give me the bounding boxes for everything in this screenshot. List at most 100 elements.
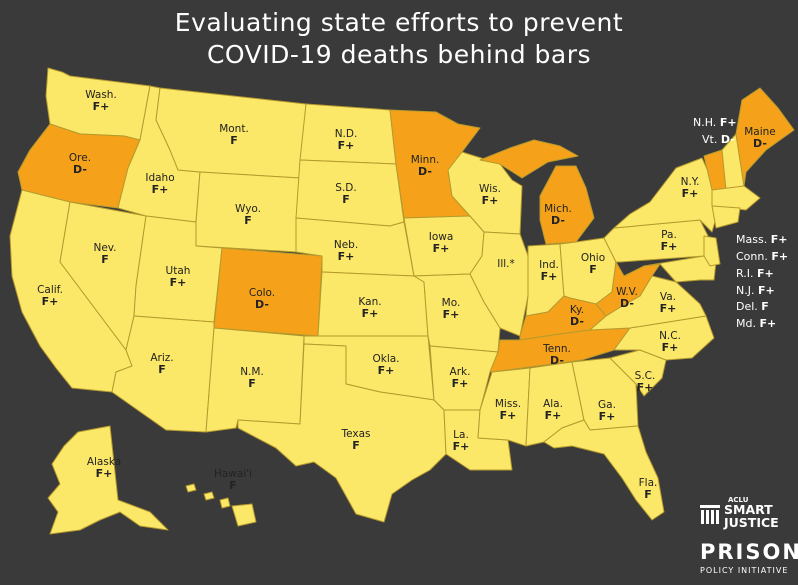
state-grade: F+ (92, 100, 110, 113)
state-grade: F+ (681, 187, 699, 200)
state-hi-3 (219, 497, 231, 509)
state-label: Texas F (341, 428, 370, 452)
state-abbr: Okla. (372, 353, 400, 365)
state-az (111, 315, 215, 433)
state-label: La. F+ (453, 429, 470, 453)
state-grade: F+ (636, 381, 654, 394)
state-abbr: Hawai'i (213, 468, 253, 480)
state-abbr: Ariz. (150, 352, 174, 364)
state-abbr: Ala. (543, 398, 563, 410)
state-abbr: Mo. (441, 297, 461, 309)
state-mi (539, 165, 595, 245)
aclu-logo-text: ACLU (728, 496, 749, 504)
state-grade: F (230, 134, 238, 147)
state-grade: F+ (660, 240, 678, 253)
state-label: Nev. F (93, 242, 116, 266)
state-abbr: Fla. (638, 477, 658, 489)
state-label: Tenn. D- (543, 343, 571, 367)
state-label: Mont. F (219, 123, 249, 147)
state-abbr: Idaho (145, 172, 175, 184)
side-state-grade: F+ (771, 250, 789, 263)
state-grade: F (352, 439, 360, 452)
state-abbr: S.D. (335, 182, 357, 194)
state-label: Maine D- (744, 126, 776, 150)
state-label: Fla. F (639, 477, 658, 501)
state-label: Ark. F+ (450, 366, 471, 390)
state-label: Pa. F+ (661, 229, 678, 253)
state-grade: D- (753, 137, 767, 150)
state-label: Mo. F+ (442, 297, 461, 321)
side-state-abbr: Vt. (702, 133, 718, 146)
state-abbr: N.Y. (680, 176, 700, 188)
prison-logo-text: PRISON (700, 540, 798, 564)
state-label: Idaho F+ (145, 172, 174, 196)
state-nj (703, 235, 721, 267)
state-abbr: Ill.* (497, 258, 515, 270)
state-grade: D- (255, 298, 269, 311)
state-abbr: Wis. (479, 183, 501, 195)
state-hi-2 (203, 491, 215, 501)
state-abbr: Calif. (37, 284, 63, 296)
side-state-label: N.J. F+ (736, 284, 775, 297)
state-tx (237, 343, 447, 523)
state-label: Utah F+ (166, 265, 191, 289)
state-label: Wash. F+ (85, 89, 117, 113)
state-ak (47, 425, 169, 535)
state-label: Wyo. F (235, 203, 261, 227)
side-state-grade: F+ (757, 267, 774, 280)
side-state-grade: F+ (770, 233, 788, 246)
state-grade: D- (73, 163, 87, 176)
state-grade: F+ (661, 341, 679, 354)
state-grade: F (644, 488, 652, 501)
state-abbr: Kan. (358, 296, 382, 308)
state-label: Ga. F+ (598, 399, 616, 423)
state-label: Wis. F+ (479, 183, 501, 207)
side-state-abbr: Conn. (736, 250, 768, 263)
state-label: Colo. D- (249, 287, 275, 311)
state-label: Okla. F+ (372, 353, 399, 377)
state-abbr: Pa. (661, 229, 677, 241)
side-state-label: Mass. F+ (736, 233, 787, 246)
ppi-logo-text: POLICY INITIATIVE (700, 566, 789, 575)
state-grade: F+ (151, 183, 169, 196)
side-state-label: Md. F+ (736, 317, 776, 330)
state-grade: F (101, 253, 109, 266)
state-grade: F+ (337, 250, 355, 263)
state-grade: F+ (659, 302, 677, 315)
state-label: Kan. F+ (358, 296, 381, 320)
state-abbr: Utah (165, 265, 191, 277)
state-abbr: Maine (744, 126, 776, 138)
side-state-grade: F (761, 300, 769, 313)
state-grade: D- (620, 297, 634, 310)
state-abbr: Miss. (494, 398, 522, 410)
state-grade: F+ (95, 467, 113, 480)
side-state-label: R.I. F+ (736, 267, 774, 280)
state-label: Ohio F (581, 252, 605, 276)
state-abbr: Colo. (248, 287, 276, 299)
state-abbr: S.C. (634, 370, 656, 382)
state-grade: D- (550, 354, 564, 367)
side-state-abbr: N.J. (736, 284, 755, 297)
justice-logo-text: JUSTICE (724, 515, 779, 530)
state-label: S.C. F+ (635, 370, 656, 394)
state-grade: F+ (481, 194, 499, 207)
title-line-2: COVID-19 deaths behind bars (206, 40, 592, 69)
state-label: Ky. D- (570, 304, 584, 328)
state-grade: F (244, 214, 252, 227)
state-label: W.V. D- (616, 286, 638, 310)
state-label: N.Y. F+ (681, 176, 700, 200)
state-grade: F+ (337, 139, 355, 152)
state-ct (711, 205, 741, 229)
state-ny (613, 157, 717, 233)
state-ma (711, 185, 761, 211)
state-label: Ariz. F (150, 352, 173, 376)
state-label: Ill.* (497, 258, 515, 270)
state-abbr: Ky. (569, 304, 585, 316)
state-grade: D- (570, 315, 584, 328)
state-grade: F+ (377, 364, 395, 377)
state-label: Ala. F+ (543, 398, 563, 422)
state-label: Va. F+ (660, 291, 677, 315)
state-label: Iowa F+ (429, 231, 454, 255)
state-hi-4 (231, 503, 257, 527)
